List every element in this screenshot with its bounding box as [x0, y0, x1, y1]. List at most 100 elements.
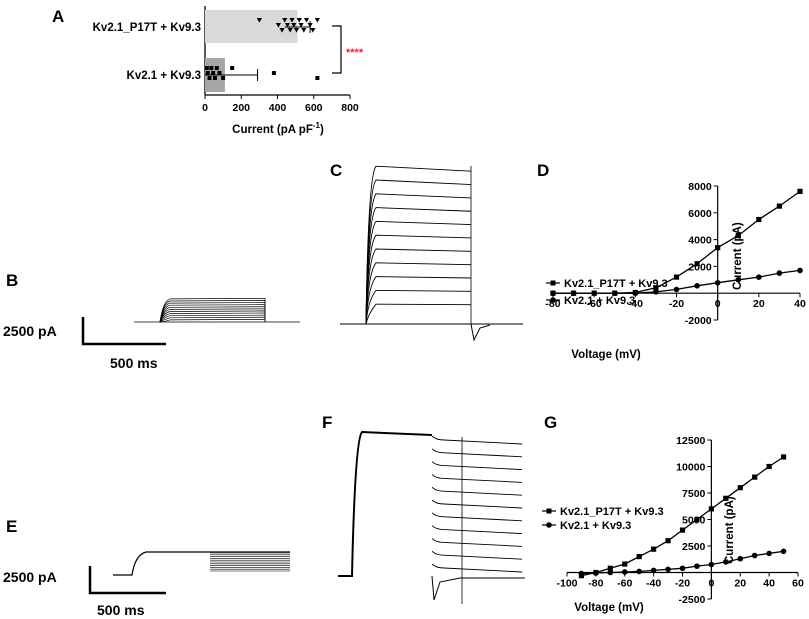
d-point-1-5 — [653, 289, 659, 295]
trace-c-tail — [470, 323, 491, 342]
a-point-0-15 — [314, 18, 320, 23]
trace-f-sweep-3 — [431, 474, 523, 483]
trace-c-sweep-7 — [365, 207, 472, 325]
trace-b-sweep-0 — [159, 318, 266, 323]
trace-c — [340, 165, 523, 342]
a-bar-0 — [205, 10, 298, 43]
trace-f-sweep-5 — [431, 499, 523, 509]
a-point-1-8 — [221, 76, 226, 80]
trace-e — [113, 551, 290, 576]
trace-f-sweep-7 — [431, 525, 523, 535]
d-x-tick-label-4: 0 — [715, 298, 721, 310]
d-y-tick-label-2: 4000 — [688, 235, 712, 247]
trace-f-tail — [431, 575, 525, 601]
g-legend-label-0: Kv2.1_P17T + Kv9.3 — [560, 506, 664, 518]
a-point-0-7 — [291, 23, 297, 28]
g-point-0-13 — [766, 463, 772, 470]
d-x-tick-label-3: -20 — [669, 298, 684, 310]
iv-chart-d: -80 -60 -40 -20 0 20 40 -2000 2000 4000 6000 8000 V… — [545, 181, 806, 361]
panel-label-a: A — [52, 7, 64, 26]
a-point-0-5 — [287, 28, 293, 33]
d-y-tick-label-0: -2000 — [685, 315, 712, 327]
d-point-1-9 — [735, 277, 742, 283]
a-point-1-6 — [214, 66, 219, 70]
g-legend: Kv2.1_P17T + Kv9.3 Kv2.1 + Kv9.3 — [542, 506, 664, 532]
g-point-0-14 — [780, 454, 787, 460]
g-x-tick-label-1: -80 — [588, 578, 603, 590]
panel-label-f: F — [322, 413, 332, 432]
trace-c-sweep-10 — [365, 165, 472, 325]
g-legend-marker-1 — [546, 522, 552, 528]
a-point-0-8 — [293, 28, 300, 33]
trace-b-sweep-10 — [159, 297, 266, 323]
g-y-tick-label-2: 5000 — [682, 515, 706, 527]
g-x-tick-label-0: -100 — [556, 578, 577, 590]
a-point-0-11 — [301, 28, 307, 33]
a-point-1-9 — [230, 66, 235, 70]
d-point-1-1 — [570, 290, 577, 297]
d-point-1-8 — [714, 279, 721, 286]
d-point-1-6 — [673, 286, 680, 293]
g-x-tick-label-5: 0 — [708, 578, 714, 590]
a-significance-stars: **** — [346, 47, 364, 59]
a-point-1-5 — [212, 76, 217, 80]
trace-f-prepulse — [338, 430, 433, 577]
g-point-0-7 — [679, 527, 686, 533]
a-point-0-1 — [275, 23, 282, 28]
a-point-0-4 — [284, 23, 291, 28]
a-x-tick-label-0: 0 — [202, 102, 208, 114]
a-x-tick-label-2: 400 — [269, 102, 287, 114]
trace-c-sweep-4 — [365, 248, 472, 325]
d-y-tick-label-1: 2000 — [688, 261, 712, 273]
a-significance-bracket — [332, 25, 342, 74]
g-point-0-8 — [694, 516, 700, 523]
g-x-tick-label-4: -20 — [675, 578, 690, 590]
bar-chart-a: 0 200 400 600 800 Kv2.1_P17T + Kv9.3 Kv2.1 +… — [93, 6, 364, 136]
d-point-1-11 — [776, 270, 783, 276]
d-point-0-6 — [673, 274, 680, 280]
d-legend: Kv2.1_P17T + Kv9.3 Kv2.1 + Kv9.3 — [546, 278, 668, 307]
g-point-0-4 — [636, 554, 642, 560]
trace-f-sweep-10 — [431, 563, 523, 573]
panel-label-e: E — [6, 517, 17, 536]
scalebar-b-time: 500 ms — [110, 355, 158, 371]
g-point-0-3 — [622, 561, 628, 567]
trace-c-sweep-3 — [365, 262, 472, 325]
a-point-1-1 — [205, 71, 210, 75]
d-point-1-3 — [611, 290, 618, 297]
g-x-tick-label-6: 20 — [734, 578, 746, 590]
d-point-0-8 — [715, 245, 721, 251]
a-category-label-1: Kv2.1 + Kv9.3 — [127, 70, 201, 82]
g-point-1-14 — [780, 548, 787, 555]
d-x-tick-label-5: 20 — [753, 298, 765, 310]
g-point-1-2 — [607, 569, 614, 576]
g-x-tick-label-7: 40 — [763, 578, 775, 590]
trace-f-sweep-0 — [431, 435, 523, 445]
a-point-1-0 — [204, 66, 209, 70]
scalebar-b-bars — [81, 317, 166, 346]
g-point-0-6 — [665, 538, 671, 544]
scalebar-e-bars — [88, 566, 166, 595]
trace-c-sweep-5 — [365, 234, 472, 325]
g-point-0-5 — [651, 546, 657, 552]
g-point-1-12 — [751, 552, 758, 559]
a-point-0-12 — [303, 18, 310, 23]
g-point-0-11 — [737, 485, 743, 491]
d-point-1-12 — [797, 267, 803, 274]
g-y-tick-label-0: -2500 — [679, 594, 706, 606]
d-x-tick-label-2: -40 — [628, 298, 643, 310]
d-legend-marker-1 — [550, 297, 556, 303]
trace-f-sweep-1 — [431, 448, 523, 458]
trace-c-sweep-9 — [365, 179, 472, 325]
panel-label-d: D — [537, 161, 549, 180]
d-y-tick-label-3: 6000 — [688, 208, 712, 220]
g-y-tick-label-5: 12500 — [676, 435, 705, 447]
a-x-axis-title: Current (pA pF-1) — [232, 121, 324, 136]
g-legend-marker-0 — [546, 508, 552, 514]
a-point-0-9 — [296, 18, 302, 23]
d-point-0-11 — [776, 203, 783, 209]
a-point-1-11 — [315, 76, 320, 80]
g-x-axis-title: Voltage (mV) — [574, 602, 644, 614]
trace-b-sweep-4 — [159, 310, 266, 323]
